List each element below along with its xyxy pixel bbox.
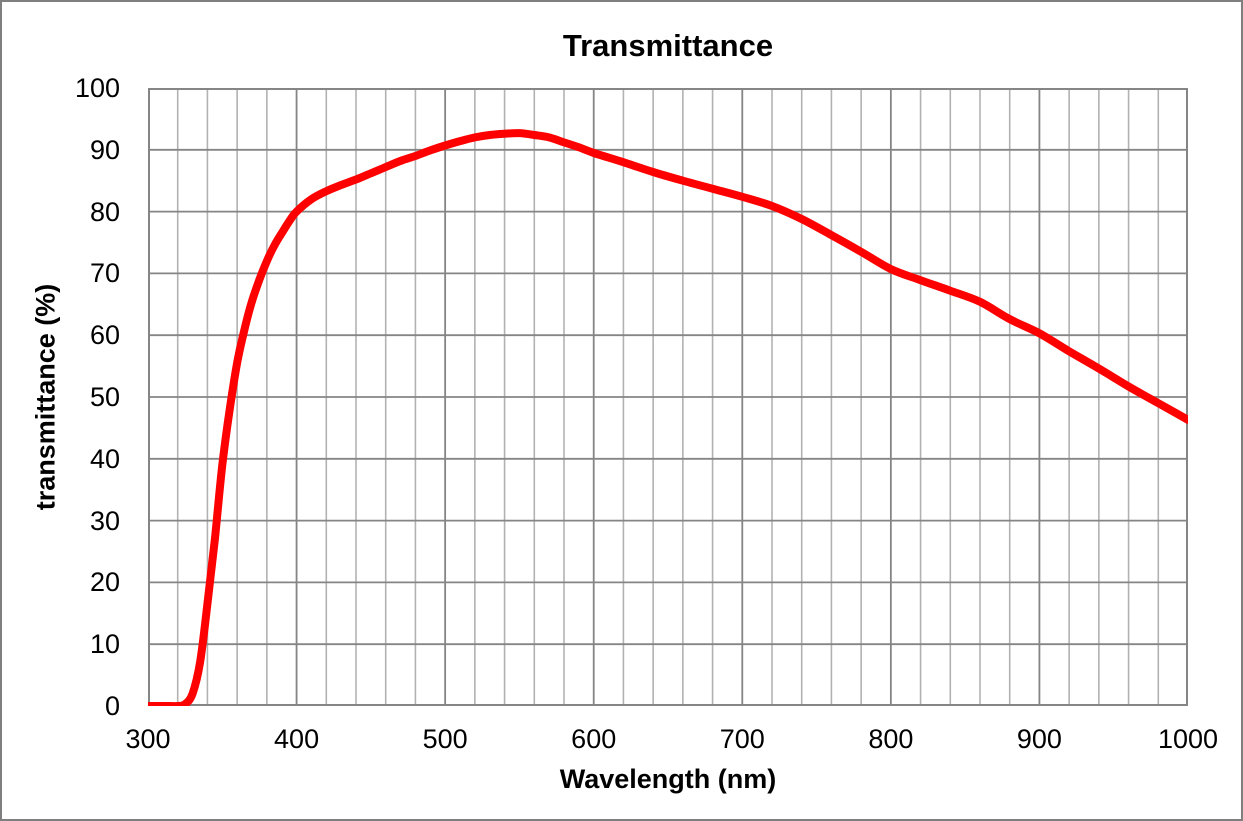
x-tick-label: 800: [868, 724, 914, 754]
x-tick-label: 400: [274, 724, 320, 754]
x-tick-label: 700: [719, 724, 765, 754]
plot-area: [148, 88, 1188, 706]
y-tick-label: 0: [104, 691, 120, 721]
y-tick-label: 20: [89, 567, 120, 598]
y-tick-label: 60: [89, 320, 120, 351]
x-tick-label: 900: [1016, 724, 1062, 754]
x-tick-label: 300: [125, 724, 171, 754]
y-tick-label: 40: [89, 443, 120, 474]
y-tick-label: 90: [89, 134, 120, 165]
y-tick-label: 70: [89, 258, 120, 289]
y-tick-label: 10: [89, 629, 120, 660]
x-tick-label: 1000: [1157, 724, 1219, 754]
y-tick-label: 80: [89, 196, 120, 227]
major-gridlines: [148, 88, 1188, 706]
y-tick-label: 100: [74, 73, 120, 103]
y-tick-label: 30: [89, 505, 120, 536]
chart-title: Transmittance: [562, 28, 774, 63]
y-tick-label: 50: [89, 382, 120, 412]
plot-border: [148, 88, 1188, 706]
x-tick-label: 600: [571, 724, 617, 754]
transmittance-curve: [148, 129, 1188, 706]
x-tick-label: 500: [422, 724, 468, 754]
x-axis-title: Wavelength (nm): [559, 764, 777, 794]
